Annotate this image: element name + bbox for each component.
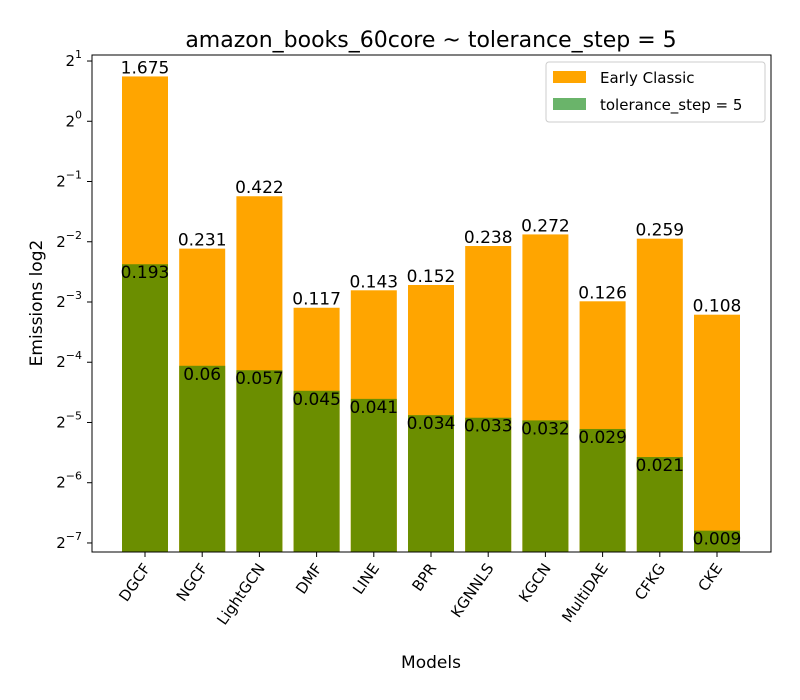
y-tick-label: 2−4: [56, 349, 82, 371]
bar-tolerance-step-kgcn: [522, 420, 569, 552]
data-label-tolerance-step-cke: 0.009: [693, 530, 742, 550]
data-label-early-classic-line: 0.143: [349, 272, 398, 292]
data-label-early-classic-kgcn: 0.272: [521, 216, 570, 236]
data-label-tolerance-step-cfkg: 0.021: [635, 456, 684, 476]
x-tick-label-line: LINE: [349, 560, 383, 598]
legend-swatch-tolerance-step: [553, 98, 586, 110]
data-label-tolerance-step-lightgcn: 0.057: [235, 369, 284, 389]
x-tick-label-cke: CKE: [694, 560, 726, 595]
data-label-tolerance-step-dgcf: 0.193: [121, 263, 170, 283]
y-tick-label: 2−7: [56, 530, 82, 552]
data-label-early-classic-cke: 0.108: [693, 297, 742, 317]
legend-frame: [545, 61, 766, 123]
y-tick-label: 21: [65, 48, 82, 70]
data-label-tolerance-step-line: 0.041: [349, 398, 398, 418]
legend-swatch-early-classic: [553, 71, 586, 83]
y-tick-label: 2−6: [56, 470, 82, 492]
data-label-tolerance-step-bpr: 0.034: [407, 414, 456, 434]
data-label-early-classic-kgnnls: 0.238: [464, 228, 513, 248]
bars-layer: [122, 76, 740, 553]
bar-tolerance-step-multidae: [579, 428, 626, 552]
bar-tolerance-step-cke: [694, 530, 740, 552]
x-tick-label-cfkg: CFKG: [631, 560, 669, 604]
data-labels-layer: 1.675 0.193 0.231 0.06 0.422 0.057 0.117 0.045 0…: [121, 58, 742, 549]
chart-title: amazon_books_60core ~ tolerance_step = 5: [185, 28, 676, 53]
bar-tolerance-step-dgcf: [122, 264, 168, 552]
data-label-tolerance-step-ngcf: 0.06: [183, 365, 221, 385]
x-tick-label-dmf: DMF: [292, 560, 326, 597]
bar-tolerance-step-ngcf: [179, 365, 226, 552]
bar-tolerance-step-kgnnls: [465, 417, 512, 552]
y-tick-label: 2−5: [56, 409, 82, 431]
data-label-tolerance-step-kgcn: 0.032: [521, 419, 570, 439]
x-tick-label-lightgcn: LightGCN: [213, 560, 268, 628]
data-label-early-classic-lightgcn: 0.422: [235, 178, 284, 198]
data-label-tolerance-step-kgnnls: 0.033: [464, 417, 513, 437]
bar-tolerance-step-dmf: [293, 390, 340, 552]
y-tick-label: 2−2: [56, 229, 82, 251]
x-tick-label-dgcf: DGCF: [115, 560, 154, 605]
legend-label-early-classic: Early Classic: [600, 69, 695, 87]
legend: Early Classic tolerance_step = 5: [545, 61, 766, 123]
legend-label-tolerance-step: tolerance_step = 5: [600, 96, 742, 115]
x-tick-label-kgcn: KGCN: [515, 560, 554, 606]
data-label-early-classic-multidae: 0.126: [578, 283, 627, 303]
x-axis-title: Models: [401, 653, 461, 673]
data-label-tolerance-step-dmf: 0.045: [292, 390, 341, 410]
bar-tolerance-step-lightgcn: [236, 370, 283, 552]
data-label-early-classic-dmf: 0.117: [292, 290, 341, 310]
data-label-early-classic-cfkg: 0.259: [635, 221, 684, 241]
bar-tolerance-step-cfkg: [636, 457, 683, 552]
bar-tolerance-step-bpr: [408, 415, 454, 552]
y-axis: 21 20 2−1 2−2 2−3 2−4 2−5 2−6 2−7: [56, 48, 92, 552]
data-label-early-classic-ngcf: 0.231: [178, 231, 227, 251]
x-axis: DGCF NGCF LightGCN DMF LINE BPR KGNNLS KGCN Mult…: [115, 552, 726, 628]
x-tick-label-bpr: BPR: [408, 560, 440, 595]
y-tick-label: 20: [65, 108, 82, 130]
y-tick-label: 2−1: [56, 169, 82, 191]
bar-early-classic-cke: [694, 314, 740, 552]
x-tick-label-kgnnls: KGNNLS: [447, 560, 497, 621]
data-label-early-classic-bpr: 0.152: [407, 267, 456, 287]
y-axis-title: Emissions log2: [27, 240, 47, 367]
data-label-early-classic-dgcf: 1.675: [121, 58, 170, 78]
data-label-tolerance-step-multidae: 0.029: [578, 428, 627, 448]
bar-tolerance-step-line: [350, 398, 397, 552]
y-tick-label: 2−3: [56, 289, 82, 311]
x-tick-label-multidae: MultiDAE: [558, 560, 612, 626]
x-tick-label-ngcf: NGCF: [173, 560, 212, 605]
